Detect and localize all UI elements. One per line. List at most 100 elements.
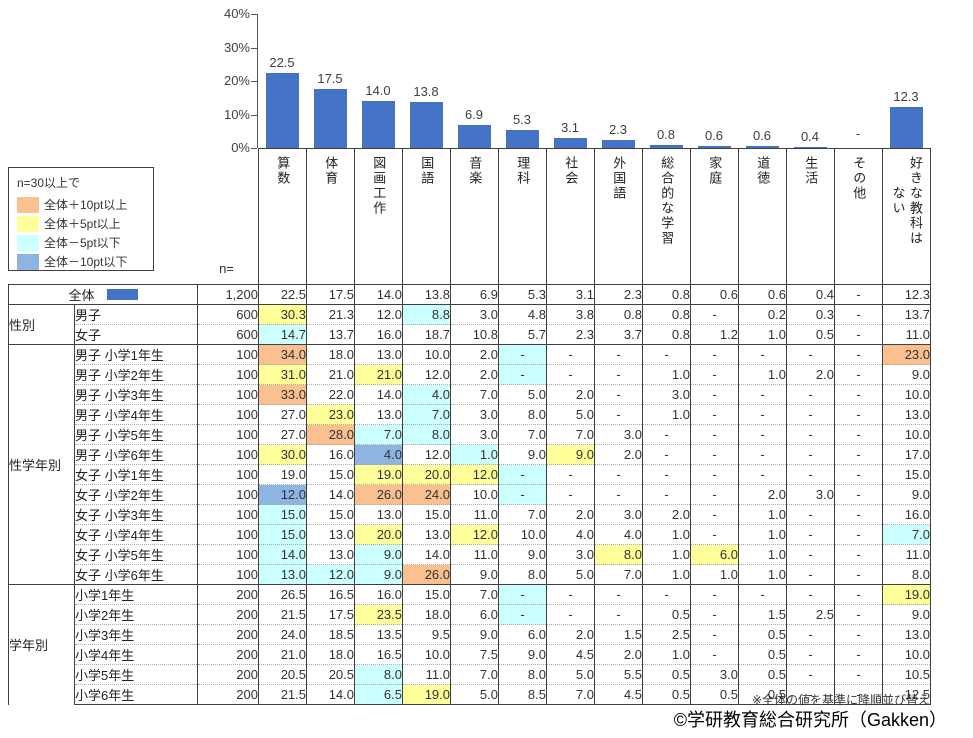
row-label-cell: 男子 小学2年生 bbox=[74, 364, 198, 385]
value-cell: 1.0 bbox=[642, 524, 691, 545]
bar-value-label: 17.5 bbox=[317, 71, 343, 87]
value-cell: 0.5 bbox=[786, 324, 835, 345]
value-cell: 18.0 bbox=[306, 644, 355, 665]
row-label-cell: 女子 bbox=[74, 324, 198, 345]
value-cell: 4.0 bbox=[354, 444, 403, 465]
table-row: 男子 小学4年生 100 27.0 23.0 13.0 7.0 3.0 8.0 5.0-1.0-… bbox=[9, 404, 931, 425]
row-label-cell: 女子 小学2年生 bbox=[74, 484, 198, 505]
value-cell: - bbox=[834, 644, 883, 665]
value-cell: - bbox=[690, 584, 739, 605]
value-cell: 27.0 bbox=[258, 404, 307, 425]
value-cell: 13.5 bbox=[354, 624, 403, 645]
value-cell: 16.5 bbox=[354, 644, 403, 665]
value-cell: - bbox=[546, 344, 595, 365]
value-cell: - bbox=[642, 464, 691, 485]
bar bbox=[601, 140, 635, 148]
copyright: ©学研教育総合研究所（Gakken） bbox=[673, 710, 947, 730]
value-cell: 16.0 bbox=[354, 324, 403, 345]
n-value-cell: 100 bbox=[197, 424, 259, 445]
value-cell: - bbox=[834, 584, 883, 605]
value-cell: 3.0 bbox=[786, 484, 835, 505]
value-cell: 31.0 bbox=[258, 364, 307, 385]
bar-value-label: 3.1 bbox=[560, 119, 580, 135]
table-row: 女子 小学3年生 100 15.0 15.0 13.0 15.0 11.0 7.0 2.0 3.0… bbox=[9, 504, 931, 525]
value-cell: 3.7 bbox=[594, 324, 643, 345]
value-cell: 13.0 bbox=[882, 404, 931, 425]
value-cell: 1.0 bbox=[642, 564, 691, 585]
table-row: 女子 小学2年生 100 12.0 14.0 26.0 24.0 10.0- - - - -2.0 3… bbox=[9, 484, 931, 505]
legend-item: 全体－5pt以下 bbox=[17, 233, 153, 252]
n-value-cell: 100 bbox=[197, 464, 259, 485]
row-label-cell: 小学3年生 bbox=[74, 624, 198, 645]
group-label-cell: 性別 bbox=[8, 304, 75, 345]
value-cell: 5.0 bbox=[498, 384, 547, 405]
value-cell: - bbox=[786, 444, 835, 465]
value-cell: 15.0 bbox=[402, 504, 451, 525]
value-cell: 2.0 bbox=[642, 504, 691, 525]
bar bbox=[745, 146, 779, 148]
value-cell: 2.0 bbox=[546, 384, 595, 405]
value-cell: - bbox=[738, 584, 787, 605]
value-cell: - bbox=[738, 464, 787, 485]
bar bbox=[409, 101, 443, 148]
value-cell: 26.5 bbox=[258, 584, 307, 605]
value-cell: 7.0 bbox=[498, 504, 547, 525]
value-cell: 1.0 bbox=[642, 364, 691, 385]
value-cell: 34.0 bbox=[258, 344, 307, 365]
value-cell: 8.8 bbox=[402, 304, 451, 325]
value-cell: 12.0 bbox=[402, 444, 451, 465]
n-value-cell: 100 bbox=[197, 564, 259, 585]
value-cell: 18.0 bbox=[306, 344, 355, 365]
subject-header-text: 家庭 bbox=[707, 156, 723, 186]
n-value-cell: 200 bbox=[197, 684, 259, 705]
value-cell: 9.0 bbox=[450, 624, 499, 645]
table-row: 女子 小学4年生 100 15.0 13.0 20.0 13.0 12.0 10.0 4.0 4.… bbox=[9, 524, 931, 545]
value-cell: - bbox=[786, 544, 835, 565]
value-cell: 24.0 bbox=[258, 624, 307, 645]
value-cell: 22.5 bbox=[258, 284, 307, 305]
value-cell: 10.0 bbox=[882, 384, 931, 405]
value-cell: 3.0 bbox=[642, 384, 691, 405]
legend-item: 全体＋10pt以上 bbox=[17, 195, 153, 214]
subject-header-text: 音楽 bbox=[467, 156, 483, 186]
value-cell: 3.8 bbox=[546, 304, 595, 325]
value-cell: 20.0 bbox=[402, 464, 451, 485]
value-cell: 9.0 bbox=[498, 444, 547, 465]
value-cell: 6.5 bbox=[354, 684, 403, 705]
value-cell: 21.0 bbox=[258, 644, 307, 665]
value-cell: 14.0 bbox=[306, 484, 355, 505]
value-cell: 16.0 bbox=[306, 444, 355, 465]
value-cell: - bbox=[786, 504, 835, 525]
y-axis-line bbox=[257, 14, 258, 148]
value-cell: 3.0 bbox=[546, 544, 595, 565]
table-row: 女子 600 14.7 13.7 16.0 18.7 10.8 5.7 2.3 3.7 0.8 1.2… bbox=[9, 324, 931, 345]
value-cell: 13.0 bbox=[882, 624, 931, 645]
value-cell: - bbox=[690, 344, 739, 365]
value-cell: - bbox=[834, 284, 883, 305]
value-cell: 15.0 bbox=[306, 504, 355, 525]
value-cell: - bbox=[834, 504, 883, 525]
value-cell: 4.0 bbox=[546, 524, 595, 545]
value-cell: - bbox=[690, 504, 739, 525]
value-cell: - bbox=[738, 384, 787, 405]
value-cell: - bbox=[786, 384, 835, 405]
legend-item: 全体＋5pt以上 bbox=[17, 214, 153, 233]
subject-header-cell: 算数 bbox=[258, 148, 307, 285]
value-cell: 0.8 bbox=[642, 284, 691, 305]
value-cell: 19.0 bbox=[258, 464, 307, 485]
value-cell: - bbox=[498, 344, 547, 365]
value-cell: 5.0 bbox=[450, 684, 499, 705]
n-value-cell: 100 bbox=[197, 444, 259, 465]
n-value-cell: 100 bbox=[197, 504, 259, 525]
value-cell: 23.0 bbox=[882, 344, 931, 365]
legend-swatch bbox=[17, 196, 39, 213]
row-label-cell: 小学1年生 bbox=[74, 584, 198, 605]
bar-value-label: 0.6 bbox=[704, 127, 724, 143]
overall-bar-swatch bbox=[106, 289, 138, 300]
subject-header-text: 社会 bbox=[563, 156, 579, 186]
row-label-cell: 女子 小学4年生 bbox=[74, 524, 198, 545]
legend-item-label: 全体－5pt以下 bbox=[44, 236, 121, 250]
subject-header-text: 好きな教科は ない bbox=[890, 156, 924, 246]
value-cell: 1.0 bbox=[642, 644, 691, 665]
value-cell: 8.0 bbox=[882, 564, 931, 585]
